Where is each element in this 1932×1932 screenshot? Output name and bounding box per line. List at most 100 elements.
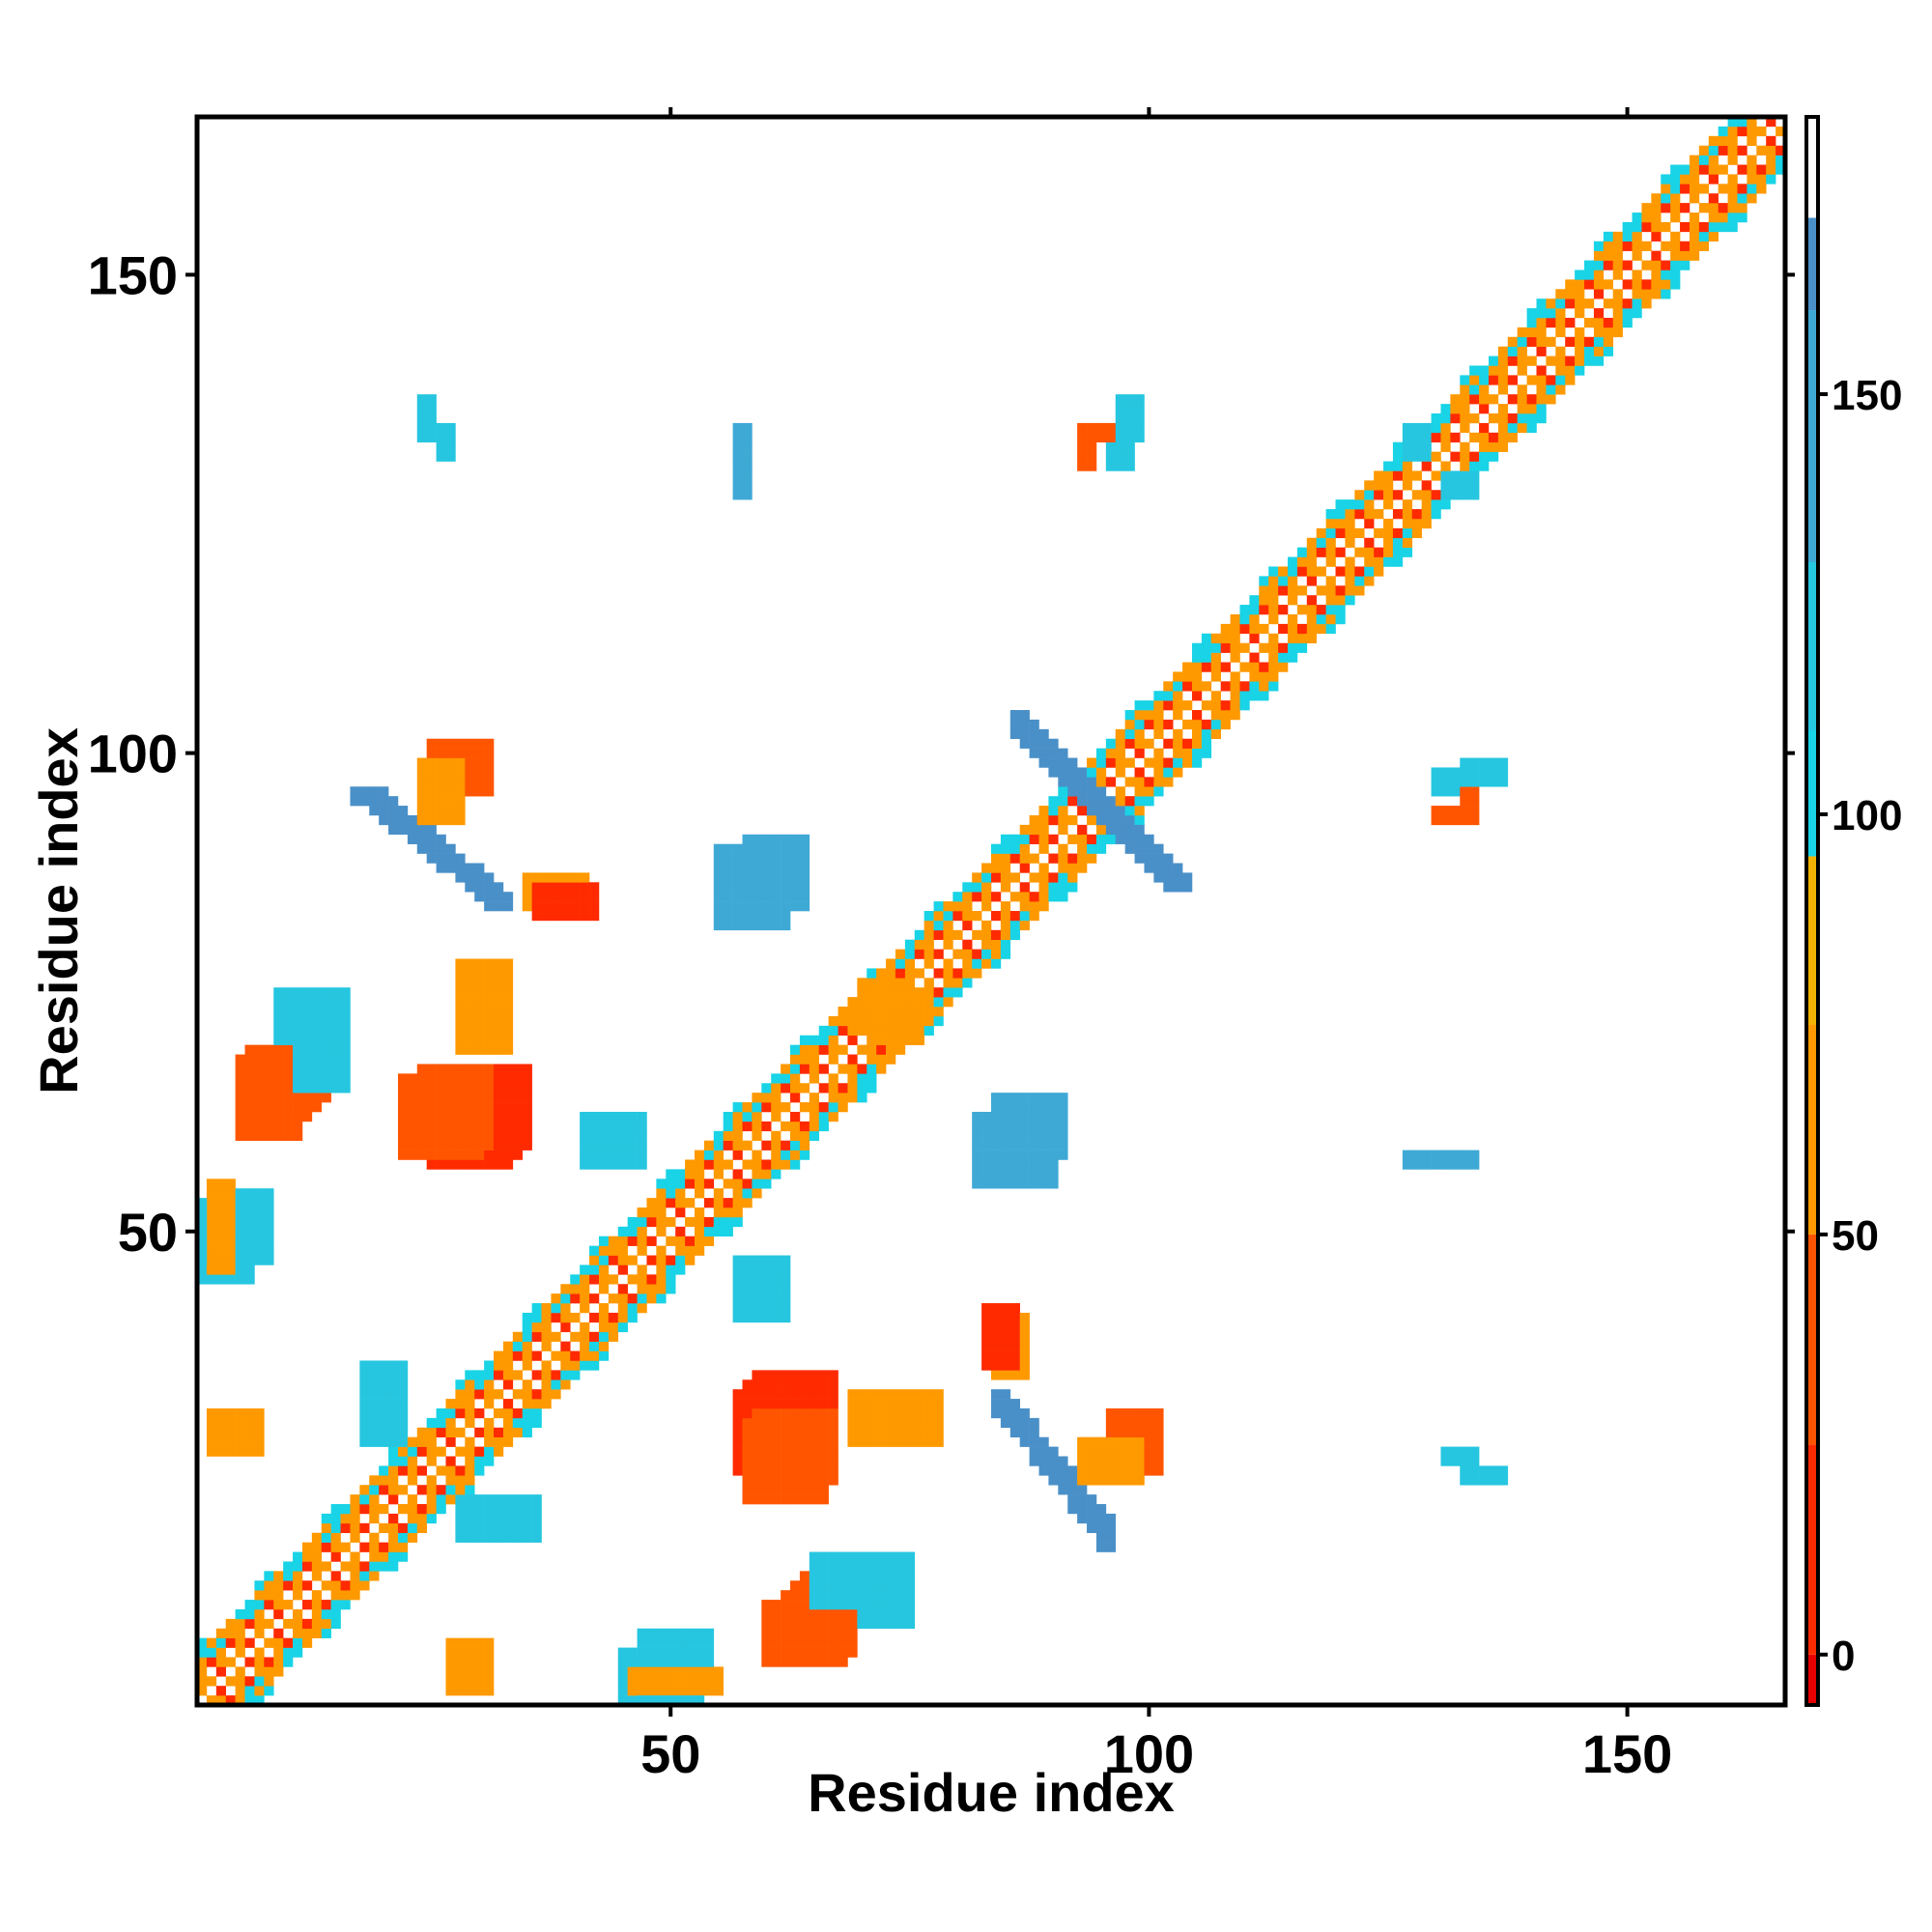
heatmap-cell (283, 1102, 294, 1113)
heatmap-cell (541, 1331, 552, 1342)
heatmap-cell (627, 1111, 638, 1122)
heatmap-cell (1124, 806, 1135, 816)
heatmap-cell (1316, 566, 1326, 577)
heatmap-cell (1105, 814, 1117, 826)
heatmap-cell (991, 1389, 1002, 1400)
heatmap-cell (541, 872, 552, 883)
heatmap-cell (1087, 767, 1097, 778)
heatmap-cell (407, 1446, 418, 1457)
heatmap-cell (637, 1637, 647, 1648)
heatmap-cell (580, 1360, 590, 1371)
heatmap-cell (570, 1293, 581, 1304)
heatmap-cell (1134, 432, 1145, 443)
heatmap-cell (465, 1504, 475, 1515)
heatmap-cell (301, 1600, 313, 1610)
heatmap-cell (369, 1399, 380, 1409)
heatmap-cell (273, 1073, 284, 1084)
heatmap-cell (455, 1121, 466, 1132)
heatmap-cell (1612, 260, 1623, 270)
heatmap-cell (598, 1331, 610, 1342)
heatmap-cell (1632, 250, 1642, 261)
heatmap-cell (1220, 642, 1231, 653)
heatmap-cell (886, 1571, 896, 1581)
heatmap-cell (580, 1140, 590, 1151)
heatmap-cell (436, 451, 446, 462)
heatmap-cell (484, 1494, 495, 1505)
heatmap-cell (445, 843, 456, 854)
heatmap-cell (742, 1485, 753, 1495)
heatmap-cell (1306, 576, 1318, 586)
heatmap-cell (761, 1465, 772, 1476)
heatmap-cell (465, 777, 475, 787)
heatmap-cell (455, 1389, 466, 1400)
heatmap-cell (1747, 193, 1757, 204)
heatmap-cell (761, 1312, 772, 1323)
heatmap-cell (1173, 710, 1183, 721)
heatmap-cell (752, 1130, 762, 1141)
heatmap-cell (1374, 480, 1384, 491)
heatmap-cell (781, 1657, 791, 1667)
heatmap-cell (828, 1618, 838, 1630)
heatmap-cell (876, 1561, 887, 1572)
heatmap-cell (1517, 336, 1527, 347)
heatmap-cell (943, 929, 953, 941)
heatmap-cell (522, 892, 532, 902)
heatmap-cell (1038, 1111, 1049, 1122)
heatmap-cell (1536, 365, 1547, 376)
heatmap-cell (283, 1561, 294, 1572)
heatmap-cell (311, 1102, 323, 1113)
heatmap-cell (1546, 355, 1556, 366)
heatmap-cell (235, 1676, 245, 1687)
heatmap-cell (895, 1618, 906, 1630)
heatmap-cell (1364, 547, 1375, 557)
heatmap-cell (445, 806, 456, 816)
heatmap-cell (502, 1370, 514, 1380)
heatmap-cell (235, 1274, 245, 1285)
heatmap-cell (1689, 250, 1700, 261)
heatmap-cell (1067, 1475, 1078, 1486)
heatmap-cell (1153, 863, 1164, 873)
heatmap-cell (1431, 413, 1441, 424)
heatmap-cell (1306, 633, 1318, 643)
heatmap-cell (1698, 221, 1710, 233)
heatmap-cell (465, 1465, 475, 1476)
heatmap-cell (397, 1399, 409, 1409)
heatmap-cell (350, 1513, 360, 1524)
heatmap-cell (264, 1044, 274, 1055)
heatmap-cell (484, 1686, 495, 1696)
heatmap-cell (1718, 126, 1728, 137)
heatmap-cell (761, 1389, 772, 1400)
heatmap-cell (359, 1417, 370, 1429)
heatmap-cell (264, 1121, 274, 1132)
heatmap-cell (799, 1494, 810, 1505)
heatmap-cell (397, 1407, 409, 1419)
heatmap-cell (1163, 681, 1174, 692)
heatmap-cell (1153, 719, 1164, 730)
heatmap-cell (215, 1226, 227, 1237)
heatmap-cell (369, 1436, 380, 1447)
heatmap-cell (886, 1407, 896, 1419)
heatmap-cell (1555, 289, 1566, 299)
heatmap-cell (1536, 308, 1547, 319)
heatmap-cell (799, 1130, 810, 1141)
heatmap-cell (771, 1600, 781, 1610)
heatmap-cell (617, 1245, 628, 1256)
heatmap-cell (560, 1321, 571, 1333)
heatmap-cell (215, 1647, 227, 1658)
heatmap-cell (1038, 1456, 1049, 1466)
heatmap-cell (1153, 757, 1164, 768)
heatmap-cell (617, 1303, 628, 1314)
heatmap-cell (828, 1015, 838, 1027)
heatmap-cell (895, 1025, 906, 1037)
heatmap-cell (1296, 623, 1308, 635)
heatmap-cell (637, 1695, 647, 1706)
heatmap-cell (904, 1399, 916, 1409)
heatmap-cell (436, 1465, 446, 1476)
heatmap-cell (933, 968, 944, 979)
heatmap-cell (886, 1035, 896, 1045)
heatmap-cell (627, 1216, 638, 1228)
heatmap-cell (1067, 757, 1078, 768)
heatmap-cell (293, 987, 303, 998)
heatmap-cell (1239, 642, 1250, 653)
heatmap-cell (781, 911, 791, 922)
